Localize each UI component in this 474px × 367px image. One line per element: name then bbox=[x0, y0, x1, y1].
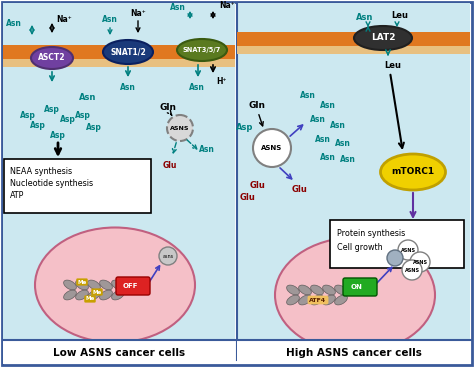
Text: Gln: Gln bbox=[159, 103, 176, 113]
Text: Na⁺: Na⁺ bbox=[130, 10, 146, 18]
FancyBboxPatch shape bbox=[3, 45, 235, 59]
Text: H⁺: H⁺ bbox=[217, 77, 227, 87]
Circle shape bbox=[167, 115, 193, 141]
Circle shape bbox=[410, 252, 430, 272]
Text: Protein synthesis: Protein synthesis bbox=[337, 229, 405, 239]
Text: Asp: Asp bbox=[75, 112, 91, 120]
Ellipse shape bbox=[64, 290, 76, 300]
Text: Asn: Asn bbox=[79, 94, 97, 102]
Text: Low ASNS cancer cells: Low ASNS cancer cells bbox=[53, 348, 185, 358]
Ellipse shape bbox=[100, 280, 112, 290]
FancyBboxPatch shape bbox=[116, 277, 150, 295]
Text: Glu: Glu bbox=[163, 160, 177, 170]
Ellipse shape bbox=[299, 295, 311, 305]
Ellipse shape bbox=[35, 228, 195, 342]
Ellipse shape bbox=[88, 290, 100, 300]
Text: Me: Me bbox=[92, 290, 101, 294]
FancyBboxPatch shape bbox=[3, 340, 235, 364]
Text: High ASNS cancer cells: High ASNS cancer cells bbox=[286, 348, 422, 358]
Text: ASNS: ASNS bbox=[404, 268, 419, 273]
Text: Me: Me bbox=[77, 280, 87, 284]
Text: Leu: Leu bbox=[384, 61, 401, 69]
Circle shape bbox=[253, 129, 291, 167]
Text: ASCT2: ASCT2 bbox=[38, 54, 66, 62]
Text: Asn: Asn bbox=[300, 91, 316, 99]
Text: ON: ON bbox=[351, 284, 363, 290]
Text: Asp: Asp bbox=[44, 105, 60, 115]
FancyBboxPatch shape bbox=[4, 159, 151, 213]
FancyBboxPatch shape bbox=[237, 340, 470, 364]
Text: ASNS: ASNS bbox=[412, 259, 428, 265]
Ellipse shape bbox=[177, 39, 227, 61]
Text: Asp: Asp bbox=[60, 116, 76, 124]
Text: OFF: OFF bbox=[122, 283, 138, 289]
FancyBboxPatch shape bbox=[237, 46, 470, 54]
FancyBboxPatch shape bbox=[3, 3, 235, 360]
Ellipse shape bbox=[64, 280, 76, 290]
FancyBboxPatch shape bbox=[3, 59, 235, 67]
Text: Glu: Glu bbox=[250, 182, 266, 190]
Text: Asn: Asn bbox=[340, 156, 356, 164]
Text: Asn: Asn bbox=[315, 135, 331, 145]
Ellipse shape bbox=[323, 285, 336, 295]
Text: Asn: Asn bbox=[320, 153, 336, 163]
Text: Asn: Asn bbox=[102, 15, 118, 25]
Ellipse shape bbox=[335, 285, 347, 295]
Ellipse shape bbox=[310, 285, 323, 295]
Text: Asn: Asn bbox=[310, 116, 326, 124]
Text: Cell growth: Cell growth bbox=[337, 243, 383, 252]
Ellipse shape bbox=[335, 295, 347, 305]
Text: ASNS: ASNS bbox=[170, 126, 190, 131]
Ellipse shape bbox=[100, 290, 112, 300]
Circle shape bbox=[398, 240, 418, 260]
Text: asns: asns bbox=[163, 254, 173, 258]
Text: SNAT1/2: SNAT1/2 bbox=[110, 47, 146, 57]
Text: Leu: Leu bbox=[392, 11, 409, 21]
Text: Asn: Asn bbox=[120, 84, 136, 92]
Text: Asp: Asp bbox=[86, 124, 102, 132]
Ellipse shape bbox=[287, 295, 300, 305]
Text: Asn: Asn bbox=[6, 19, 22, 29]
Ellipse shape bbox=[287, 285, 300, 295]
Text: Asn: Asn bbox=[335, 138, 351, 148]
Ellipse shape bbox=[111, 290, 124, 300]
Ellipse shape bbox=[310, 295, 323, 305]
Ellipse shape bbox=[111, 280, 124, 290]
Text: Asp: Asp bbox=[237, 124, 254, 132]
Ellipse shape bbox=[31, 47, 73, 69]
Ellipse shape bbox=[354, 26, 412, 50]
Text: ATP: ATP bbox=[10, 192, 24, 200]
Ellipse shape bbox=[76, 280, 88, 290]
Text: NEAA synthesis: NEAA synthesis bbox=[10, 167, 72, 177]
Text: ASNS: ASNS bbox=[401, 247, 416, 252]
FancyBboxPatch shape bbox=[343, 278, 377, 296]
Circle shape bbox=[159, 247, 177, 265]
Ellipse shape bbox=[299, 285, 311, 295]
Text: Asp: Asp bbox=[50, 131, 66, 141]
Text: SNAT3/5/7: SNAT3/5/7 bbox=[183, 47, 221, 53]
FancyBboxPatch shape bbox=[237, 3, 470, 360]
Text: Gln: Gln bbox=[248, 102, 265, 110]
Text: Glu: Glu bbox=[292, 185, 308, 195]
Ellipse shape bbox=[88, 280, 100, 290]
Circle shape bbox=[402, 260, 422, 280]
Ellipse shape bbox=[103, 40, 153, 64]
Ellipse shape bbox=[381, 154, 446, 190]
Ellipse shape bbox=[275, 237, 435, 352]
Text: Asn: Asn bbox=[330, 120, 346, 130]
Text: Asp: Asp bbox=[20, 112, 36, 120]
FancyBboxPatch shape bbox=[330, 220, 464, 268]
Text: Asp: Asp bbox=[30, 121, 46, 131]
Text: Glu: Glu bbox=[240, 193, 256, 203]
Text: Na⁺: Na⁺ bbox=[219, 1, 235, 11]
Ellipse shape bbox=[323, 295, 336, 305]
Text: Me: Me bbox=[85, 297, 95, 302]
Circle shape bbox=[387, 250, 403, 266]
Text: Nucleotide synthesis: Nucleotide synthesis bbox=[10, 179, 93, 189]
Text: Na⁺: Na⁺ bbox=[56, 15, 72, 25]
Text: ATF4: ATF4 bbox=[310, 298, 327, 302]
Text: mTORC1: mTORC1 bbox=[392, 167, 435, 177]
FancyBboxPatch shape bbox=[237, 32, 470, 46]
Text: Asn: Asn bbox=[356, 14, 374, 22]
